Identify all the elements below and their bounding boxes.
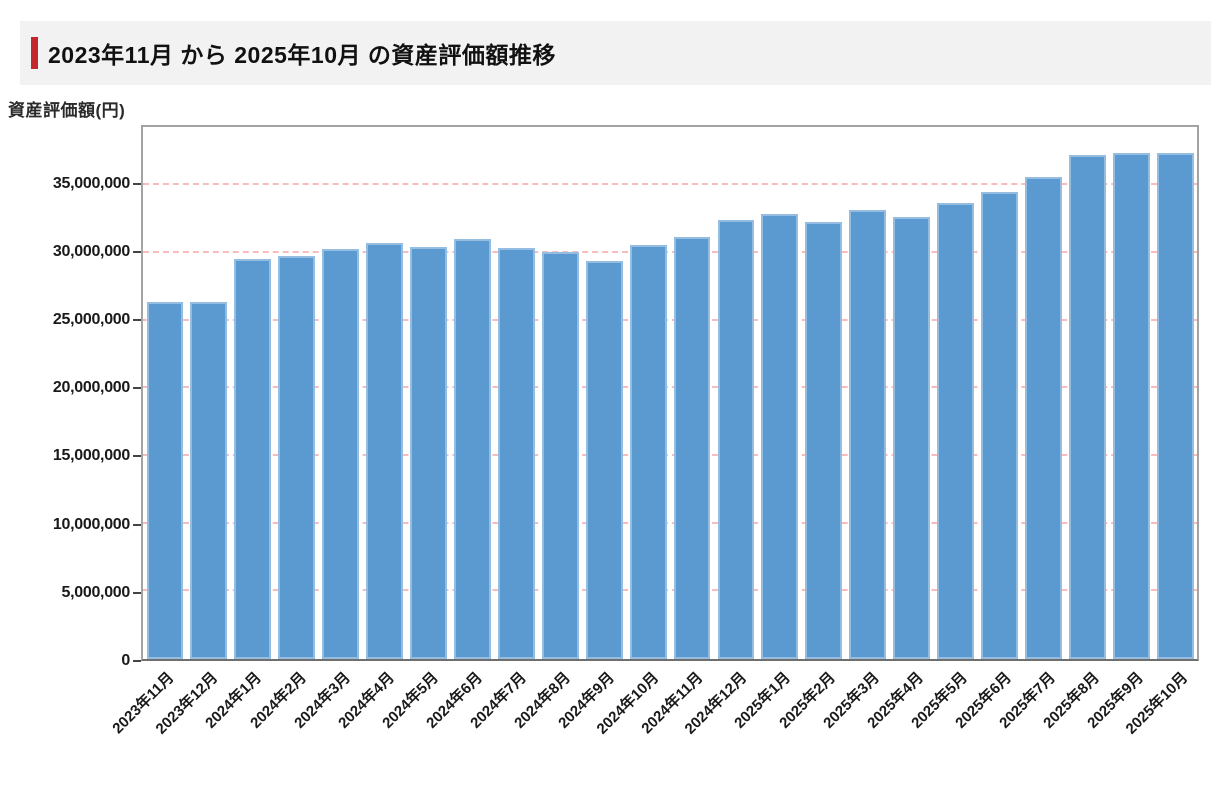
gridline (143, 521, 1197, 524)
bar-2025年6月 (981, 191, 1018, 659)
bar-2025年5月 (937, 202, 974, 659)
gridline (143, 183, 1197, 186)
section-header: 2023年11月 から 2025年10月 の資産評価額推移 (20, 21, 1211, 85)
bar-slot (187, 127, 231, 659)
y-tick-label: 0 (121, 652, 130, 669)
gridline (143, 386, 1197, 389)
bar-2023年11月 (146, 302, 184, 659)
bar-slot (582, 127, 626, 659)
bar-2025年10月 (1156, 152, 1194, 659)
bar-2024年2月 (278, 255, 316, 659)
y-tick-label: 15,000,000 (52, 447, 130, 465)
y-tick-label: 35,000,000 (52, 174, 130, 192)
y-tick-label: 25,000,000 (52, 311, 130, 329)
bar-slot (758, 127, 802, 659)
bar-slot (275, 127, 319, 659)
y-axis-title: 資産評価額(円) (8, 101, 126, 120)
bar-2024年12月 (717, 219, 755, 659)
bar-slot (714, 127, 758, 659)
bar-2025年9月 (1112, 153, 1150, 659)
y-tick-label: 5,000,000 (61, 583, 131, 601)
gridline (143, 589, 1197, 592)
y-tick-label: 30,000,000 (52, 242, 130, 260)
bar-2025年8月 (1068, 154, 1106, 659)
bar-slot (890, 127, 934, 659)
bar-slot (363, 127, 407, 659)
bar-2024年9月 (585, 261, 623, 659)
bar-2024年3月 (322, 248, 360, 659)
bar-2024年5月 (410, 246, 447, 659)
bar-slot (450, 127, 494, 659)
x-axis-labels: 2023年11月 2023年12月 2024年1月 2024年2月 2024年3月 202… (109, 667, 1199, 777)
bar-slot (319, 127, 363, 659)
gridline (143, 318, 1197, 321)
y-tick-label: 10,000,000 (52, 515, 130, 533)
bar-slot (1021, 127, 1065, 659)
bar-slot (1109, 127, 1153, 659)
bar-slot (407, 127, 451, 659)
bar-slot (538, 127, 582, 659)
bar-2024年4月 (366, 243, 404, 659)
title-accent-bar (31, 37, 38, 69)
bar-slot (494, 127, 538, 659)
gridline (143, 453, 1197, 456)
bar-2024年8月 (541, 251, 579, 659)
bar-2025年4月 (893, 217, 931, 659)
y-tick-label: 20,000,000 (52, 379, 130, 397)
gridlines-layer (143, 127, 1197, 659)
y-tick-mark (133, 319, 141, 322)
page-title: 2023年11月 から 2025年10月 の資産評価額推移 (48, 42, 556, 68)
bar-2025年1月 (761, 213, 799, 659)
bar-2025年3月 (849, 210, 887, 659)
y-axis: 0 5,000,000 10,000,000 15,000,000 20,000,000… (0, 125, 141, 669)
bar-slot (934, 127, 978, 659)
bar-2025年2月 (805, 221, 843, 659)
bar-slot (231, 127, 275, 659)
bar-2024年7月 (497, 248, 535, 659)
bar-2024年1月 (234, 259, 272, 659)
bar-slot (143, 127, 187, 659)
bar-2023年12月 (190, 302, 228, 659)
bar-slot (670, 127, 714, 659)
bar-slot (846, 127, 890, 659)
bars-layer (143, 127, 1197, 659)
bar-2024年11月 (673, 237, 711, 659)
y-tick-mark (133, 523, 141, 526)
y-tick-mark (133, 387, 141, 390)
y-tick-mark (133, 591, 141, 594)
bar-slot (626, 127, 670, 659)
y-tick-mark (133, 660, 141, 662)
y-tick-mark (133, 182, 141, 185)
bar-slot (1153, 127, 1197, 659)
bar-slot (978, 127, 1022, 659)
gridline (143, 250, 1197, 253)
bar-2024年6月 (453, 239, 491, 659)
bar-slot (1065, 127, 1109, 659)
y-tick-mark (133, 250, 141, 253)
bar-2025年7月 (1024, 177, 1062, 659)
bar-2024年10月 (629, 245, 667, 659)
y-tick-mark (133, 455, 141, 458)
bar-slot (802, 127, 846, 659)
plot-area (141, 125, 1199, 661)
